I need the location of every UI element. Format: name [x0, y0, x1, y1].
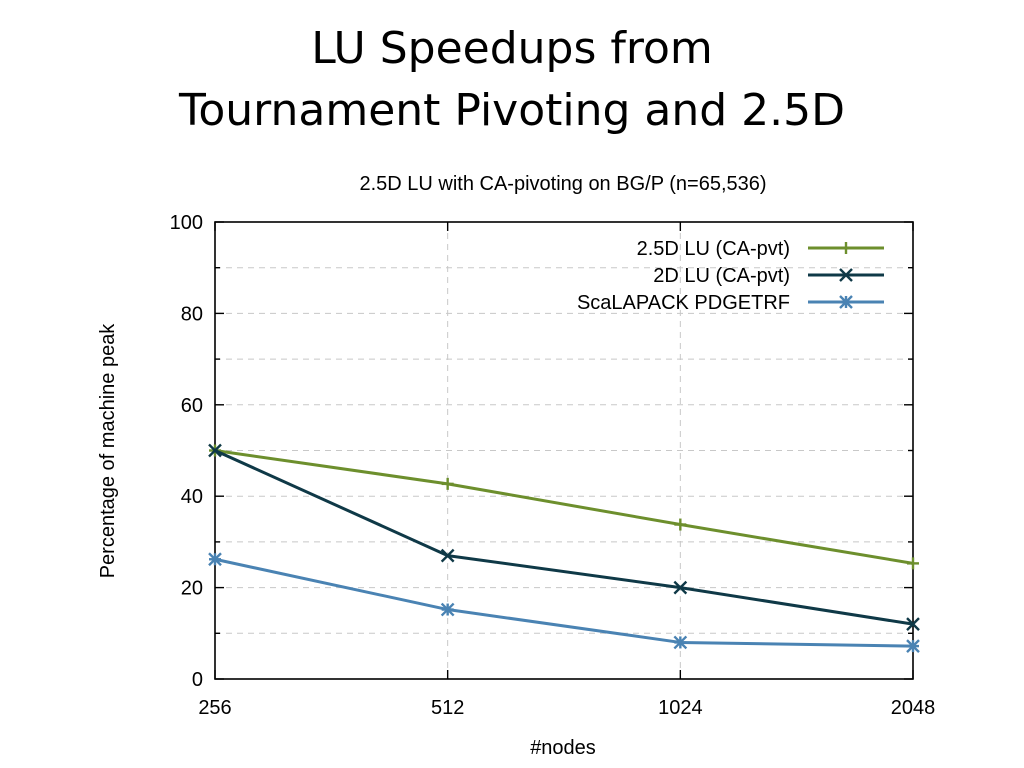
- series-2: [208, 443, 920, 632]
- series-line: [214, 557, 914, 648]
- x-tick-label: 2048: [891, 697, 936, 719]
- series-group: [208, 443, 920, 653]
- legend-label: 2D LU (CA-pvt): [653, 265, 790, 287]
- slide-title-line-2: Tournament Pivoting and 2.5D: [178, 85, 846, 136]
- x-tick-label: 512: [431, 697, 464, 719]
- x-tick-label: 1024: [658, 697, 703, 719]
- y-tick-label: 80: [181, 303, 203, 325]
- x-tick-label: 256: [198, 697, 231, 719]
- legend-marker: [840, 242, 852, 254]
- y-tick-label: 0: [192, 669, 203, 691]
- data-point: [208, 552, 222, 567]
- series-3: [208, 552, 920, 653]
- axis-ticks: 0 20 40 60 80 100 256 512 1024 2048: [170, 212, 936, 719]
- data-point: [208, 443, 222, 458]
- data-point: [674, 518, 687, 531]
- legend-item: ScaLAPACK PDGETRF: [577, 292, 884, 314]
- legend: 2.5D LU (CA-pvt) 2D LU (CA-pvt) ScaLAPACK …: [577, 238, 884, 314]
- slide-title: LU Speedups from Tournament Pivoting and…: [0, 18, 1024, 142]
- y-tick-label: 40: [181, 486, 203, 508]
- y-tick-label: 60: [181, 395, 203, 417]
- data-point: [440, 602, 455, 617]
- series-1: [209, 444, 919, 570]
- data-point: [441, 477, 454, 490]
- legend-item: 2.5D LU (CA-pvt): [637, 238, 884, 260]
- series-line: [214, 449, 914, 565]
- y-axis-label: Percentage of machine peak: [97, 323, 119, 579]
- y-tick-label: 20: [181, 578, 203, 600]
- legend-label: ScaLAPACK PDGETRF: [577, 292, 790, 314]
- y-tick-label: 100: [170, 212, 203, 234]
- grid-lines: [215, 222, 913, 679]
- series-line: [214, 449, 914, 626]
- data-point: [440, 548, 455, 563]
- data-point: [673, 635, 688, 650]
- legend-label: 2.5D LU (CA-pvt): [637, 238, 790, 260]
- x-axis-label: #nodes: [530, 737, 596, 759]
- legend-marker: [839, 268, 853, 282]
- data-point: [673, 580, 688, 595]
- chart-title: 2.5D LU with CA-pivoting on BG/P (n=65,5…: [359, 173, 766, 195]
- data-point: [906, 617, 920, 632]
- data-point: [907, 557, 919, 570]
- slide-title-line-1: LU Speedups from: [311, 23, 713, 74]
- legend-item: 2D LU (CA-pvt): [653, 265, 884, 287]
- data-point: [906, 639, 920, 653]
- legend-marker: [839, 295, 853, 309]
